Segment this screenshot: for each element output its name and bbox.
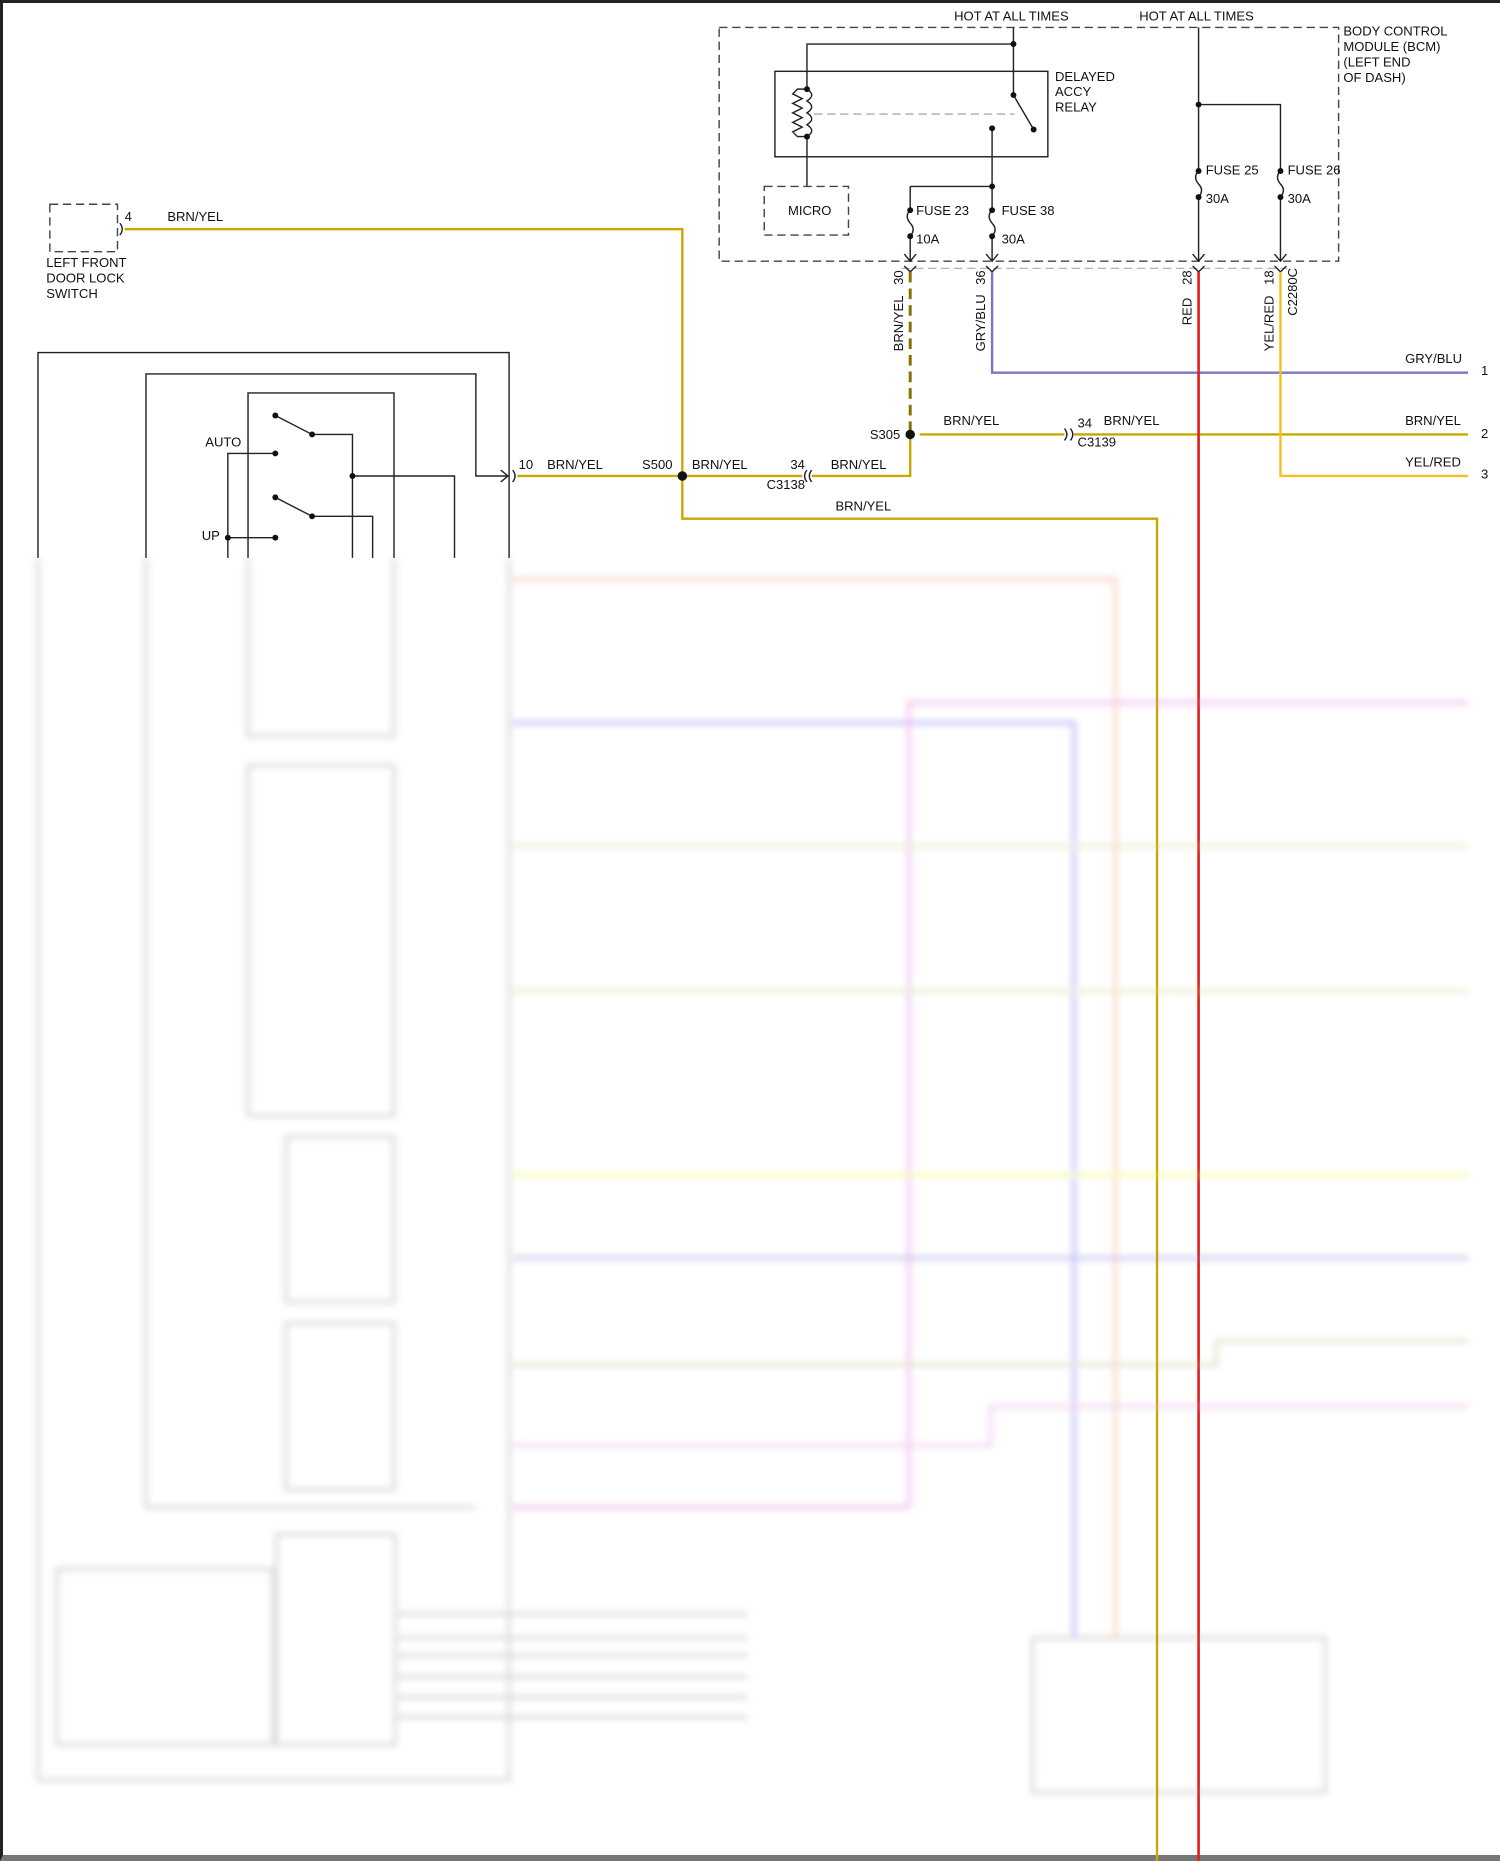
- micro-label: MICRO: [788, 203, 832, 218]
- s305-label: S305: [870, 427, 900, 442]
- svg-text:(LEFT END: (LEFT END: [1343, 55, 1410, 70]
- bcm-label: BODY CONTROL MODULE (BCM) (LEFT END OF D…: [1343, 24, 1447, 85]
- svg-text:RELAY: RELAY: [1055, 100, 1097, 115]
- svg-text:30A: 30A: [1206, 191, 1230, 206]
- bcm-box: [718, 26, 1340, 262]
- svg-text:RED: RED: [1179, 298, 1194, 326]
- delayed-accy-relay: DELAYED ACCY RELAY: [774, 27, 1115, 187]
- wire-brn-yel: [124, 227, 1468, 1861]
- svg-text:SWITCH: SWITCH: [46, 286, 97, 301]
- splice-s305: [905, 429, 915, 440]
- fuse-23: FUSE 23 10A: [903, 203, 969, 263]
- svg-text:YEL/RED: YEL/RED: [1261, 296, 1276, 352]
- c3138-label: C3138: [767, 477, 805, 492]
- svg-text:2: 2: [1481, 426, 1488, 441]
- s500-label: S500: [642, 457, 672, 472]
- svg-text:ACCY: ACCY: [1055, 84, 1092, 99]
- svg-text:30A: 30A: [1288, 191, 1312, 206]
- wire-label: BRN/YEL: [835, 498, 891, 513]
- svg-text:MODULE (BCM): MODULE (BCM): [1343, 39, 1440, 54]
- wire-yel-red: [1279, 271, 1468, 478]
- svg-text:DOOR LOCK: DOOR LOCK: [46, 271, 125, 286]
- fuse-26: FUSE 26 30A: [1273, 163, 1341, 263]
- svg-text:30A: 30A: [1002, 231, 1026, 246]
- output-pins: GRY/BLU 1 BRN/YEL 2 YEL/RED 3: [1405, 351, 1488, 481]
- c3138-pin: 34: [790, 457, 805, 472]
- wire-label: BRN/YEL: [692, 457, 748, 472]
- svg-text:10A: 10A: [916, 231, 940, 246]
- window-switch-assembly: AUTO UP: [37, 351, 510, 558]
- up-label: UP: [202, 528, 220, 543]
- left-front-door-lock-switch: [49, 203, 119, 253]
- connector-c3138: [803, 469, 813, 483]
- svg-text:OF DASH): OF DASH): [1343, 70, 1405, 85]
- switch-pin: 10: [519, 457, 534, 472]
- hot-at-all-times-label: HOT AT ALL TIMES: [954, 8, 1069, 23]
- svg-text:YEL/RED: YEL/RED: [1405, 454, 1461, 469]
- hot-at-all-times-label: HOT AT ALL TIMES: [1139, 8, 1254, 23]
- connector-c3139: [1063, 428, 1074, 441]
- svg-text:GRY/BLU: GRY/BLU: [973, 294, 988, 351]
- fuse-25: FUSE 25 30A: [1192, 163, 1259, 263]
- svg-text:FUSE 38: FUSE 38: [1002, 203, 1055, 218]
- svg-text:LEFT FRONT: LEFT FRONT: [46, 255, 126, 270]
- fuse-38: FUSE 38 30A: [985, 203, 1055, 263]
- micro-box: [763, 185, 850, 236]
- svg-text:3: 3: [1481, 466, 1488, 481]
- svg-text:C2280C: C2280C: [1285, 268, 1300, 316]
- wire-gry-blu: [990, 271, 1468, 374]
- svg-text:DELAYED: DELAYED: [1055, 69, 1115, 84]
- door-lock-switch-label: LEFT FRONT DOOR LOCK SWITCH: [46, 255, 126, 301]
- svg-text:BRN/YEL: BRN/YEL: [1405, 413, 1461, 428]
- svg-text:FUSE 26: FUSE 26: [1288, 163, 1341, 178]
- blurred-lower-diagram: [36, 557, 1468, 1794]
- svg-text:BODY CONTROL: BODY CONTROL: [1343, 24, 1447, 39]
- svg-text:18: 18: [1261, 270, 1276, 285]
- splice-s500: [677, 471, 688, 481]
- auto-label: AUTO: [205, 434, 241, 449]
- svg-text:FUSE 25: FUSE 25: [1206, 163, 1259, 178]
- wire-label: BRN/YEL: [167, 209, 223, 224]
- svg-text:FUSE 23: FUSE 23: [916, 203, 969, 218]
- svg-text:GRY/BLU: GRY/BLU: [1405, 351, 1462, 366]
- svg-text:30: 30: [891, 270, 906, 285]
- c3139-label: C3139: [1078, 434, 1116, 449]
- door-switch-pin: 4: [125, 209, 132, 224]
- svg-text:36: 36: [973, 270, 988, 285]
- wire-label: BRN/YEL: [943, 413, 999, 428]
- svg-text:28: 28: [1179, 270, 1194, 285]
- svg-text:1: 1: [1481, 363, 1488, 378]
- bcm-pin-labels: 30 BRN/YEL 36 GRY/BLU 28 RED 18 YEL/RED …: [891, 268, 1300, 351]
- wire-label: BRN/YEL: [1104, 413, 1160, 428]
- c3139-pin: 34: [1078, 415, 1093, 430]
- wire-label: BRN/YEL: [831, 457, 887, 472]
- svg-text:BRN/YEL: BRN/YEL: [891, 296, 906, 352]
- wire-label: BRN/YEL: [547, 457, 603, 472]
